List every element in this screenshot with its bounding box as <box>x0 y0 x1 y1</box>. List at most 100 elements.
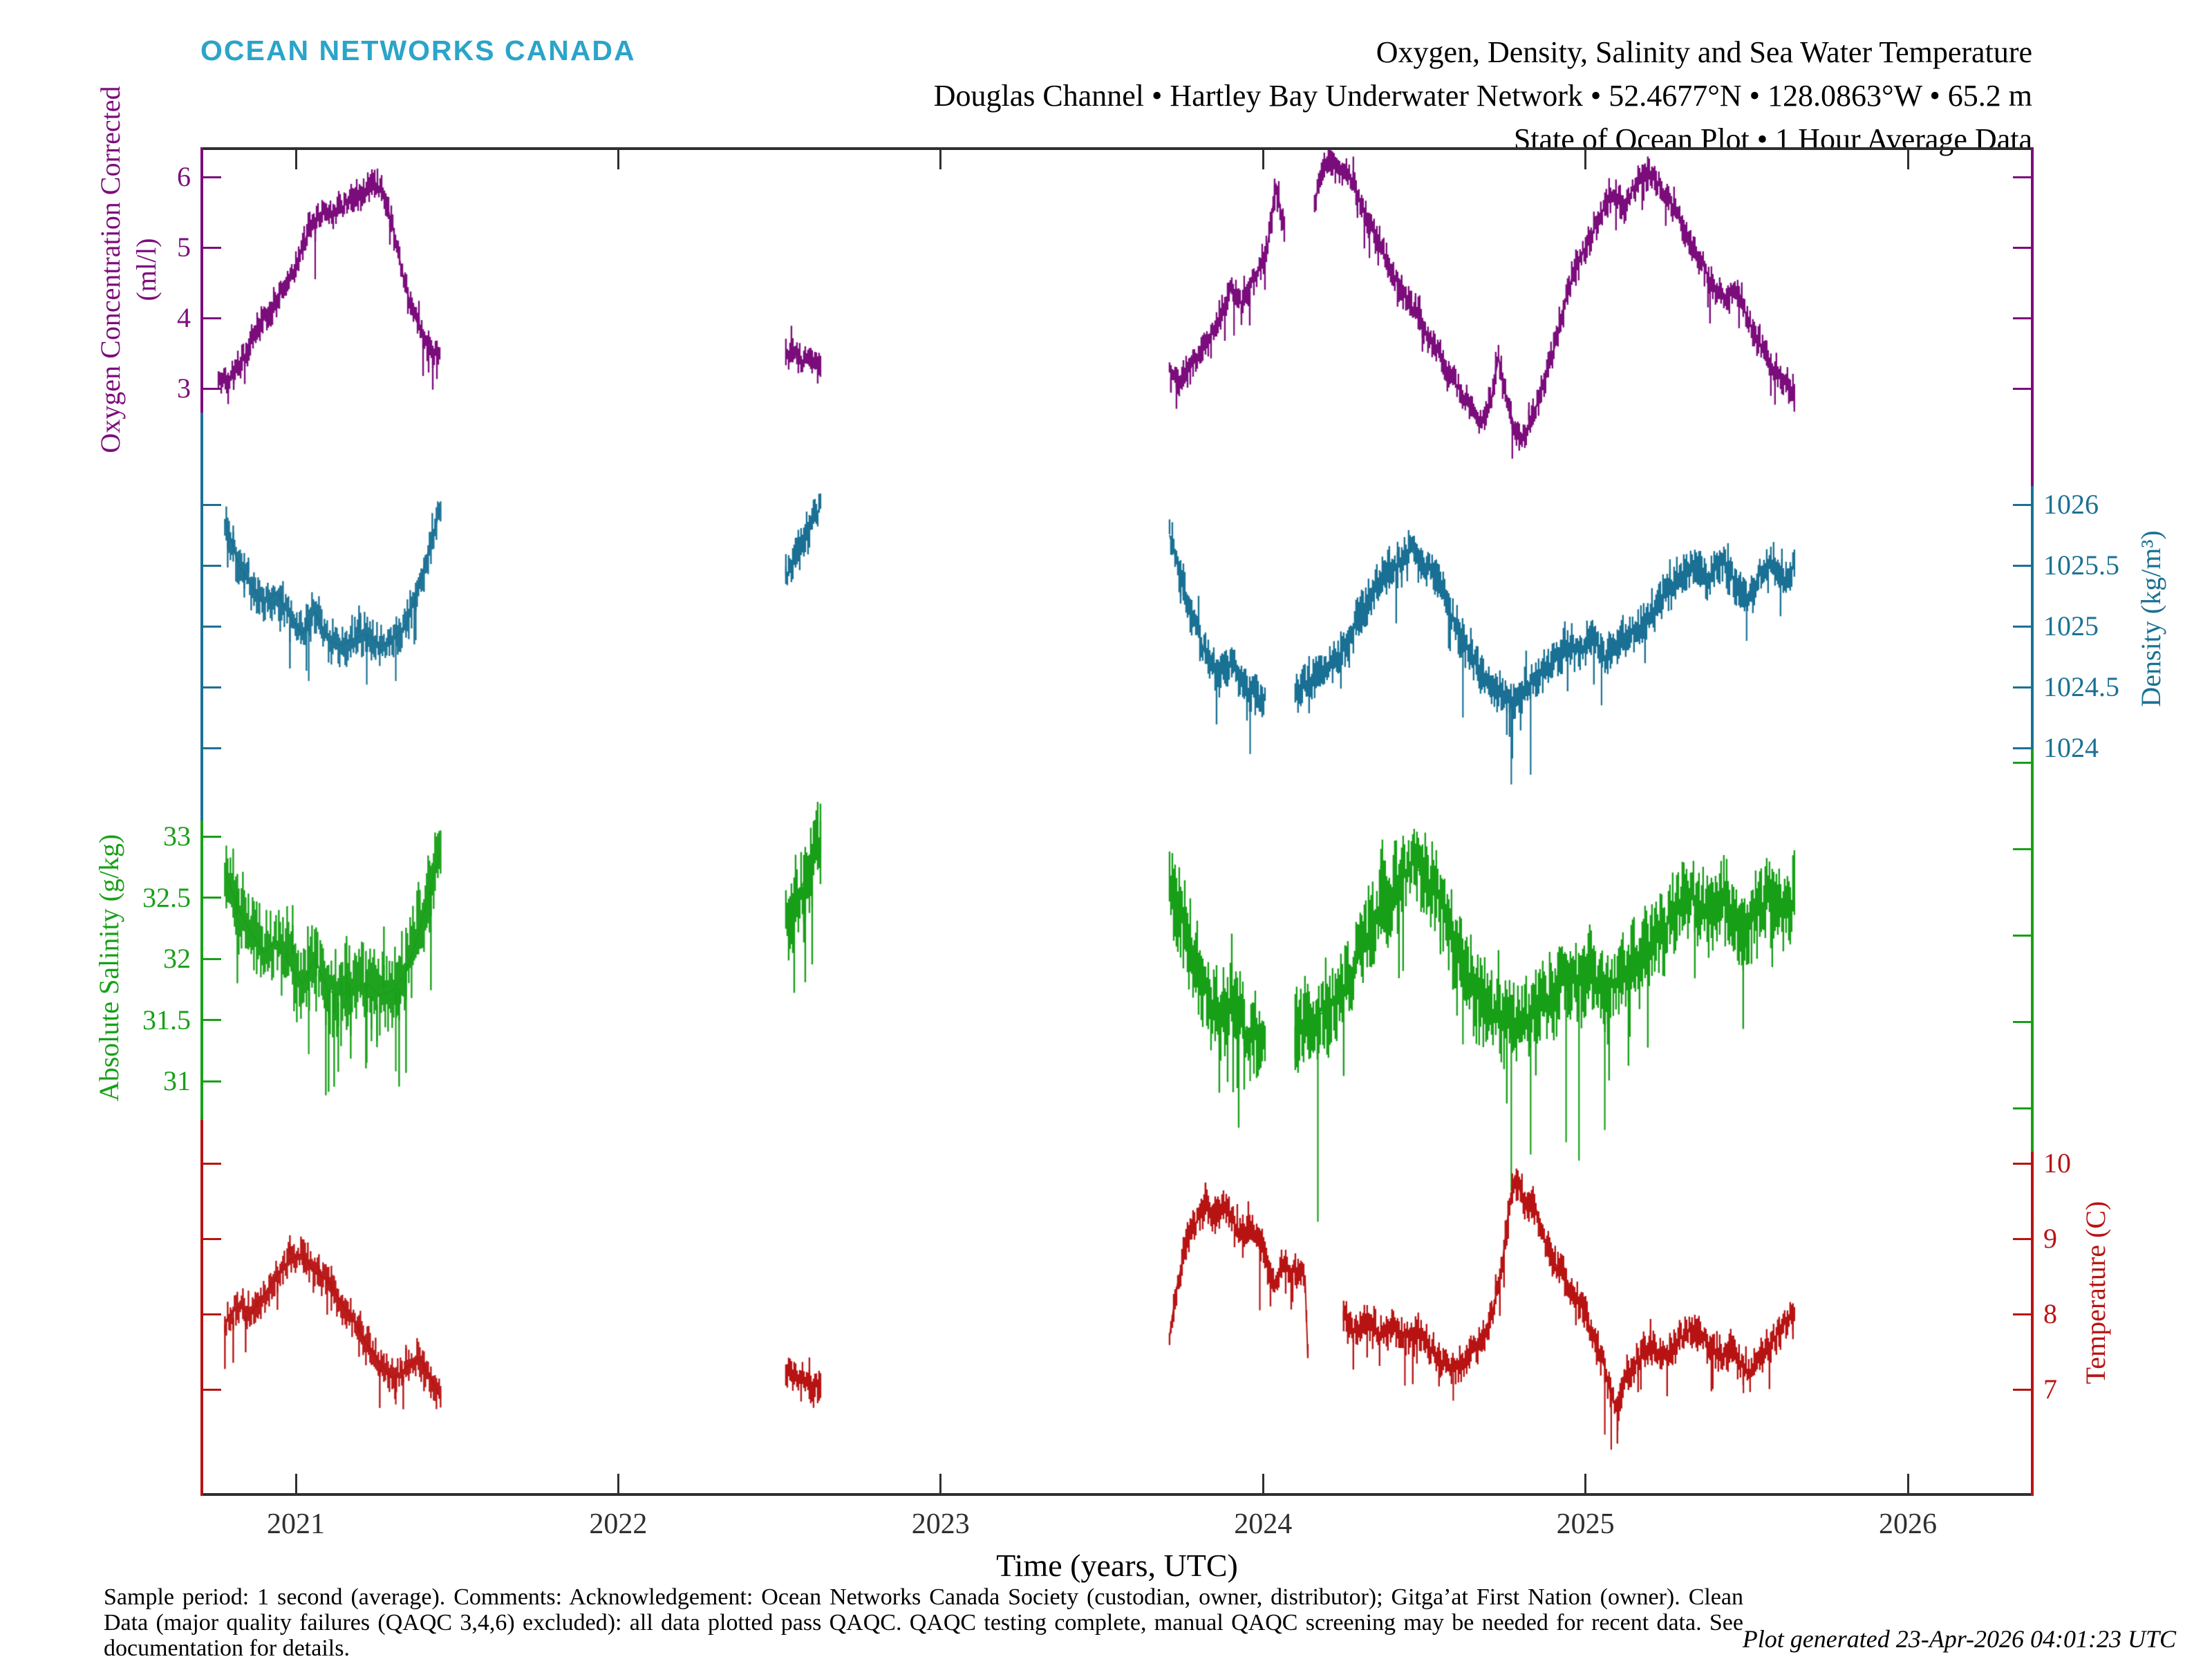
density-axis-label-text: Density (kg/m³) <box>2135 530 2166 707</box>
y-tick-mark <box>2013 564 2032 567</box>
y-mirror-tick-mark <box>2013 387 2032 390</box>
y-tick-mark <box>2013 1388 2032 1391</box>
left-spine-segment <box>200 147 203 415</box>
oxygen-axis-unit-text: (ml/l) <box>131 238 162 301</box>
x-tick-mark <box>1262 1474 1264 1493</box>
y-tick-label: 33 <box>163 821 191 852</box>
x-tick-label: 2025 <box>1556 1508 1615 1540</box>
y-mirror-tick-mark <box>202 686 221 688</box>
caption-line-2: Data (major quality failures (QAQC 3,4,6… <box>104 1610 1743 1635</box>
x-tick-mark <box>617 150 619 169</box>
salinity-axis-label: Absolute Salinity (g/kg) <box>91 834 127 1102</box>
y-tick-mark <box>2013 1237 2032 1240</box>
y-mirror-tick-mark <box>202 1313 221 1315</box>
x-tick-mark <box>294 150 297 169</box>
x-tick-mark <box>617 1474 619 1493</box>
temperature-axis-label-text: Temperature (C) <box>2080 1201 2111 1385</box>
y-tick-mark <box>202 835 221 838</box>
y-tick-label: 1025 <box>2043 610 2099 641</box>
x-tick-label: 2022 <box>589 1508 648 1540</box>
x-tick-mark <box>939 1474 942 1493</box>
right-spine-segment <box>2031 1152 2034 1496</box>
density-axis-label: Density (kg/m³) <box>2133 530 2169 706</box>
y-tick-mark <box>2013 1313 2032 1315</box>
y-mirror-tick-mark <box>2013 761 2032 764</box>
left-spine-segment <box>200 821 203 1123</box>
y-mirror-tick-mark <box>2013 934 2032 937</box>
y-tick-label: 10 <box>2043 1147 2071 1179</box>
title-line-2: Douglas Channel • Hartley Bay Underwater… <box>933 79 2032 113</box>
x-tick-mark <box>294 1474 297 1493</box>
y-mirror-tick-mark <box>2013 1020 2032 1023</box>
y-tick-mark <box>202 897 221 899</box>
y-mirror-tick-mark <box>202 747 221 749</box>
y-mirror-tick-mark <box>2013 847 2032 850</box>
x-tick-mark <box>1906 150 1909 169</box>
y-tick-label: 5 <box>177 232 191 263</box>
plot-canvas <box>202 147 2032 1496</box>
x-tick-label: 2026 <box>1879 1508 1937 1540</box>
right-spine-segment <box>2031 749 2034 1154</box>
y-mirror-tick-mark <box>202 625 221 628</box>
x-tick-mark <box>939 150 942 169</box>
y-tick-label: 32.5 <box>142 881 191 913</box>
y-mirror-tick-mark <box>202 1388 221 1391</box>
y-tick-mark <box>2013 686 2032 688</box>
y-mirror-tick-mark <box>2013 176 2032 178</box>
y-tick-mark <box>2013 747 2032 749</box>
x-tick-label: 2024 <box>1234 1508 1293 1540</box>
right-spine-segment <box>2031 486 2034 752</box>
y-tick-mark <box>202 957 221 960</box>
oxygen-axis-label: Oxygen Concentration Corrected (ml/l) <box>93 86 165 453</box>
oxygen-axis-label-text: Oxygen Concentration Corrected <box>95 86 126 453</box>
y-tick-label: 31.5 <box>142 1004 191 1035</box>
right-spine-segment <box>2031 147 2034 489</box>
y-tick-mark <box>202 246 221 249</box>
y-tick-label: 8 <box>2043 1298 2057 1329</box>
x-axis-label: Time (years, UTC) <box>996 1548 1238 1583</box>
y-tick-mark <box>202 1080 221 1082</box>
y-tick-mark <box>2013 625 2032 628</box>
caption-line-1: Sample period: 1 second (average). Comme… <box>104 1584 1743 1610</box>
y-tick-label: 32 <box>163 943 191 974</box>
plot-top-spine <box>200 147 2034 150</box>
y-tick-mark <box>202 387 221 390</box>
y-tick-label: 4 <box>177 302 191 333</box>
left-spine-segment <box>200 1120 203 1496</box>
y-tick-label: 3 <box>177 373 191 404</box>
y-tick-label: 7 <box>2043 1374 2057 1405</box>
x-tick-mark <box>1584 150 1587 169</box>
y-mirror-tick-mark <box>202 1237 221 1240</box>
onc-logo: OCEAN NETWORKS CANADA <box>200 35 636 66</box>
y-mirror-tick-mark <box>2013 317 2032 319</box>
y-mirror-tick-mark <box>2013 246 2032 249</box>
left-spine-segment <box>200 413 203 823</box>
footer-caption: Sample period: 1 second (average). Comme… <box>104 1584 1743 1659</box>
y-mirror-tick-mark <box>202 503 221 506</box>
salinity-axis-label-text: Absolute Salinity (g/kg) <box>93 834 124 1102</box>
y-tick-label: 31 <box>163 1065 191 1096</box>
y-mirror-tick-mark <box>2013 1107 2032 1109</box>
plot-generated-timestamp: Plot generated 23-Apr-2026 04:01:23 UTC <box>1742 1625 2176 1653</box>
y-tick-mark <box>2013 503 2032 506</box>
title-line-1: Oxygen, Density, Salinity and Sea Water … <box>1376 35 2032 69</box>
x-tick-mark <box>1584 1474 1587 1493</box>
y-tick-mark <box>202 1019 221 1021</box>
x-tick-label: 2023 <box>911 1508 970 1540</box>
y-tick-label: 1024.5 <box>2043 671 2119 702</box>
y-tick-label: 1025.5 <box>2043 550 2119 581</box>
y-mirror-tick-mark <box>202 1162 221 1165</box>
y-mirror-tick-mark <box>202 564 221 567</box>
y-tick-mark <box>202 176 221 178</box>
y-tick-label: 1026 <box>2043 489 2099 520</box>
plot-bottom-spine <box>200 1493 2034 1496</box>
y-tick-label: 1024 <box>2043 732 2099 763</box>
caption-line-3: documentation for details. <box>104 1635 350 1659</box>
x-tick-mark <box>1262 150 1264 169</box>
x-tick-mark <box>1906 1474 1909 1493</box>
y-tick-label: 9 <box>2043 1223 2057 1254</box>
y-tick-label: 6 <box>177 161 191 192</box>
y-tick-mark <box>2013 1162 2032 1165</box>
